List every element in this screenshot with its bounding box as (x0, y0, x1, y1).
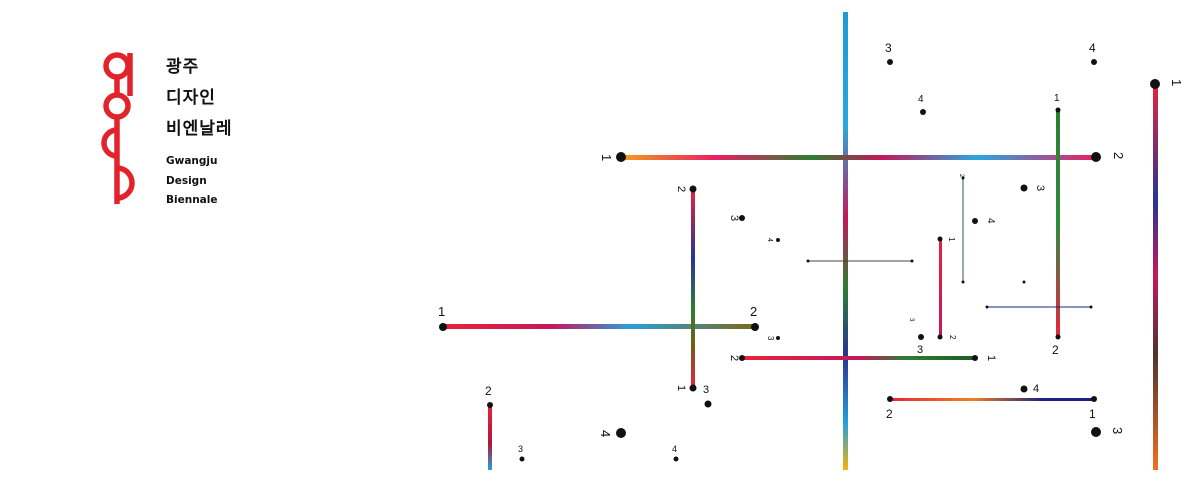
marker-dot (806, 259, 810, 263)
brand-english-line-2: Design (166, 175, 207, 187)
marker-label: 1 (947, 237, 956, 242)
marker-label: 4 (766, 238, 773, 242)
marker-label: 4 (672, 444, 677, 454)
marker-dot (972, 355, 978, 361)
marker-dot (937, 334, 943, 340)
marker-dot (704, 400, 712, 408)
marker-dot (739, 355, 745, 361)
marker-dot (918, 334, 924, 340)
marker-label: 1 (1089, 407, 1096, 421)
marker-dot (920, 109, 926, 115)
marker-dot (972, 218, 978, 224)
marker-label: 4 (918, 94, 924, 105)
marker-label: 1 (1054, 93, 1060, 104)
line-vertical-small-red (939, 239, 942, 338)
marker-label: 3 (728, 215, 740, 221)
gdb-red-mark-icon (101, 52, 135, 204)
marker-label: 1 (985, 355, 997, 361)
brand-logo: 광주 디자인 비엔날레 Gwangju Design Biennale (100, 48, 260, 218)
marker-label: 3 (917, 344, 923, 356)
marker-dot (439, 323, 447, 331)
line-horizontal-thin-2 (987, 306, 1091, 308)
marker-dot (739, 215, 745, 221)
marker-label: 1 (438, 304, 445, 319)
marker-label: 2 (1052, 343, 1059, 357)
line-horizontal-left (443, 324, 755, 329)
marker-dot (961, 176, 965, 180)
marker-dot (1020, 184, 1028, 192)
marker-dot (776, 336, 780, 340)
line-vertical-far-right (1153, 83, 1158, 470)
marker-dot (961, 280, 965, 284)
line-horizontal-top (621, 155, 1096, 160)
marker-dot (1055, 334, 1061, 340)
marker-dot (985, 305, 989, 309)
marker-dots (439, 59, 1160, 462)
brand-korean-line-2: 디자인 (166, 88, 216, 108)
marker-label: 4 (1033, 383, 1039, 395)
marker-label: 3 (908, 318, 914, 322)
marker-dot (1022, 280, 1026, 284)
marker-dot (776, 238, 780, 242)
brand-korean-line-3: 비엔날레 (166, 119, 233, 139)
marker-label: 2 (728, 355, 740, 361)
line-horizontal-thin-1 (808, 260, 912, 262)
marker-dot (487, 402, 493, 408)
marker-dot (1150, 79, 1160, 89)
line-vertical-main (843, 12, 848, 470)
marker-dot (1089, 305, 1093, 309)
marker-label: 2 (958, 174, 964, 178)
marker-dot (1091, 152, 1101, 162)
marker-label: 3 (1034, 185, 1046, 191)
marker-label: 2 (886, 407, 893, 421)
marker-label: 3 (885, 41, 892, 55)
marker-dot (1091, 59, 1097, 65)
marker-dot (673, 456, 679, 462)
marker-label: 1 (599, 154, 614, 161)
marker-label: 2 (750, 304, 757, 319)
marker-dot (689, 384, 697, 392)
marker-dot (751, 323, 759, 331)
brand-english-line-1: Gwangju (166, 155, 218, 167)
marker-label: 2 (485, 384, 492, 398)
marker-label: 2 (948, 335, 957, 340)
line-vertical-thin (962, 178, 964, 282)
marker-label: 3 (518, 444, 523, 454)
marker-dot (519, 456, 525, 462)
line-horizontal-middle (742, 356, 976, 360)
marker-dot (616, 152, 626, 162)
marker-dot (1020, 385, 1028, 393)
marker-dot (937, 236, 943, 242)
marker-label: 2 (1111, 152, 1126, 159)
line-vertical-bottom-left (488, 404, 492, 470)
marker-label: 3 (703, 384, 709, 396)
brand-korean-line-1: 광주 (166, 57, 200, 77)
marker-dot (1091, 427, 1101, 437)
marker-label: 4 (598, 430, 613, 437)
marker-dot (887, 59, 893, 65)
marker-label: 1 (1169, 79, 1184, 86)
marker-dot (1091, 396, 1097, 402)
marker-label: 4 (985, 218, 996, 224)
line-vertical-left (691, 188, 695, 388)
brand-english-line-3: Biennale (166, 194, 218, 206)
marker-label: 3 (766, 336, 775, 341)
marker-label: 1 (675, 385, 687, 391)
line-horizontal-bottom-right (890, 398, 1094, 401)
marker-label: 3 (1110, 427, 1125, 434)
marker-label: 4 (1089, 41, 1096, 55)
marker-dot (910, 259, 914, 263)
marker-dot (887, 396, 893, 402)
marker-label: 2 (675, 186, 687, 192)
marker-dot (616, 428, 626, 438)
marker-dot (689, 185, 697, 193)
line-vertical-right-green (1056, 110, 1060, 337)
marker-dot (1055, 107, 1061, 113)
